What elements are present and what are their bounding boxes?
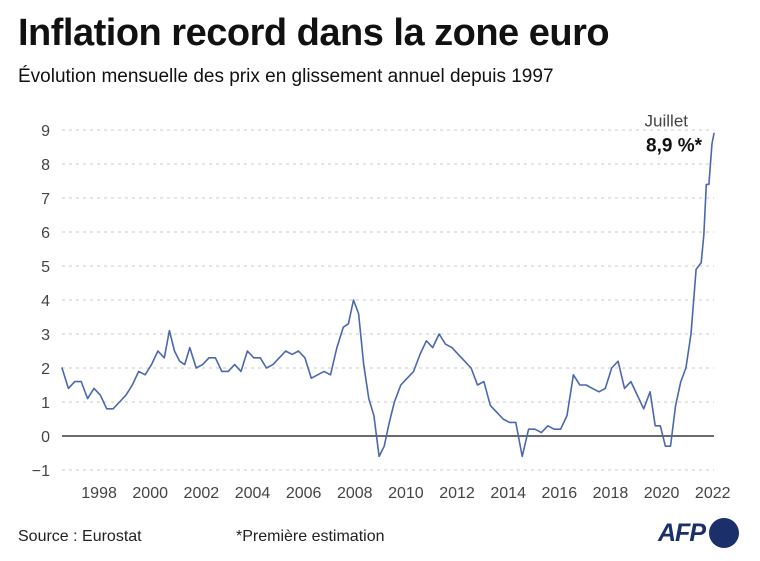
gridlines [62,129,714,471]
x-tick-label: 2016 [542,485,578,502]
x-tick-label: 2006 [286,485,322,502]
y-tick-label: 2 [41,361,50,378]
chart-title: Inflation record dans la zone euro [18,12,610,54]
y-tick-label: 1 [41,395,50,412]
x-tick-label: 2000 [132,485,168,502]
y-tick-label: 0 [41,429,50,446]
x-tick-label: 2014 [490,485,526,502]
x-tick-label: 1998 [81,485,117,502]
y-tick-label: 9 [41,123,50,140]
y-axis-ticks: −1 0 1 2 3 4 5 6 7 8 9 [32,123,50,480]
x-tick-label: 2008 [337,485,373,502]
x-tick-label: 2012 [439,485,475,502]
chart-subtitle: Évolution mensuelle des prix en glisseme… [18,66,554,87]
y-tick-label: 4 [41,293,50,310]
x-axis-ticks: 1998 2000 2002 2004 2006 2008 2010 2012 2014 2016… [81,485,730,502]
annotation-value-label: 8,9 %* [646,135,703,156]
x-tick-label: 2022 [695,485,731,502]
annotation-layer: Juillet 8,9 %* [645,111,703,156]
x-tick-label: 2002 [184,485,220,502]
source-text: Source : Eurostat [18,528,142,545]
afp-logo-circle-icon [709,518,739,548]
x-tick-label: 2018 [593,485,629,502]
series-layer [61,132,715,458]
series-line-inflation [61,132,715,458]
y-tick-label: 5 [41,259,50,276]
y-tick-label: 8 [41,157,50,174]
footnote-text: *Première estimation [236,528,385,545]
y-tick-label: 6 [41,225,50,242]
x-tick-label: 2020 [644,485,680,502]
y-tick-label: 3 [41,327,50,344]
x-tick-label: 2004 [235,485,271,502]
x-tick-label: 2010 [388,485,424,502]
annotation-month-label: Juillet [645,111,689,130]
afp-logo: AFP [658,518,739,548]
afp-logo-text: AFP [658,518,706,547]
y-tick-label: 7 [41,191,50,208]
y-tick-label: −1 [32,463,50,480]
